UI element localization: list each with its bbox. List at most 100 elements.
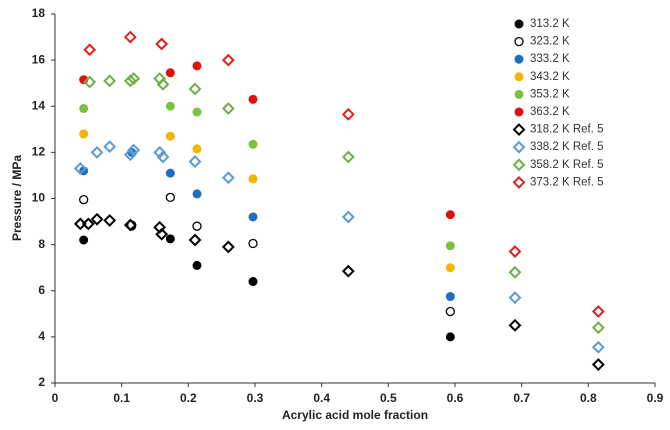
x-tick-label: 0.4 (313, 391, 330, 405)
legend-label: 358.2 K Ref. 5 (530, 159, 604, 171)
point (165, 68, 175, 78)
point (445, 306, 455, 317)
legend-label: 333.2 K (530, 53, 570, 65)
legend-marker (512, 158, 526, 172)
point (445, 292, 455, 302)
legend-marker (514, 54, 524, 64)
point (591, 358, 605, 371)
point (81, 217, 95, 231)
point (248, 174, 258, 184)
legend-marker (512, 123, 526, 137)
legend-label: 373.2 K Ref. 5 (530, 176, 604, 188)
point (103, 213, 117, 227)
y-tick-label: 14 (32, 98, 46, 112)
point (123, 218, 137, 232)
point (165, 234, 175, 244)
legend-label: 313.2 K (530, 18, 570, 30)
point (248, 238, 258, 249)
point (156, 77, 170, 91)
legend-marker (514, 107, 524, 117)
point (165, 131, 175, 141)
point (155, 37, 169, 51)
legend-marker (514, 72, 524, 82)
point (79, 195, 89, 205)
legend-label: 318.2 K Ref. 5 (530, 124, 604, 136)
point (192, 144, 202, 154)
point (83, 43, 97, 57)
y-tick-label: 12 (32, 145, 46, 159)
point (341, 210, 355, 224)
point (508, 245, 522, 258)
x-tick-label: 0.6 (447, 391, 464, 405)
point (508, 291, 522, 305)
legend-label: 323.2 K (530, 36, 570, 48)
point (123, 30, 137, 44)
x-tick-label: 0.7 (513, 391, 530, 405)
point (155, 227, 169, 241)
legend-label: 353.2 K (530, 88, 570, 100)
point (192, 260, 202, 270)
point (341, 107, 355, 121)
x-tick-label: 0.5 (380, 391, 397, 405)
legend-label: 338.2 K Ref. 5 (530, 141, 604, 153)
legend-label: 363.2 K (530, 106, 570, 118)
point (192, 107, 202, 117)
point (508, 265, 522, 279)
point (341, 150, 355, 164)
point (248, 94, 258, 104)
y-axis-title: Pressure / MPa (10, 155, 24, 241)
x-tick-label: 0.8 (580, 391, 597, 405)
point (188, 155, 202, 169)
point (508, 318, 522, 332)
point (221, 171, 235, 185)
point (123, 148, 137, 162)
point (221, 240, 235, 254)
point (103, 140, 117, 154)
point (192, 189, 202, 199)
point (73, 162, 87, 175)
point (165, 101, 175, 111)
y-tick-label: 2 (38, 375, 45, 389)
x-tick-label: 0.2 (180, 391, 197, 405)
x-tick-label: 0 (52, 391, 59, 405)
point (127, 143, 141, 157)
legend-label: 343.2 K (530, 71, 570, 83)
point (103, 74, 117, 88)
y-tick-label: 4 (38, 329, 45, 343)
point (248, 212, 258, 222)
point (156, 150, 170, 164)
legend-marker (514, 36, 524, 47)
x-axis-title: Acrylic acid mole fraction (282, 408, 428, 422)
point (341, 264, 355, 278)
point (165, 192, 175, 202)
point (445, 241, 455, 251)
point (248, 277, 258, 287)
x-tick-label: 0.3 (247, 391, 264, 405)
point (591, 340, 605, 354)
point (79, 129, 89, 139)
point (79, 104, 89, 114)
point (591, 321, 605, 335)
point (192, 221, 202, 231)
point (79, 235, 89, 245)
point (90, 212, 104, 226)
point (127, 72, 141, 85)
point (83, 75, 97, 89)
point (248, 139, 258, 149)
point (123, 74, 137, 88)
point (192, 61, 202, 71)
x-tick-label: 0.9 (647, 391, 664, 405)
point (221, 53, 235, 67)
y-tick-label: 10 (32, 191, 46, 205)
y-tick-label: 16 (32, 52, 46, 66)
y-tick-label: 8 (38, 237, 45, 251)
point (188, 233, 202, 247)
point (445, 210, 455, 220)
point (591, 305, 605, 318)
point (165, 168, 175, 178)
legend-marker (512, 175, 526, 189)
point (188, 82, 202, 96)
point (445, 332, 455, 342)
point (90, 145, 104, 159)
